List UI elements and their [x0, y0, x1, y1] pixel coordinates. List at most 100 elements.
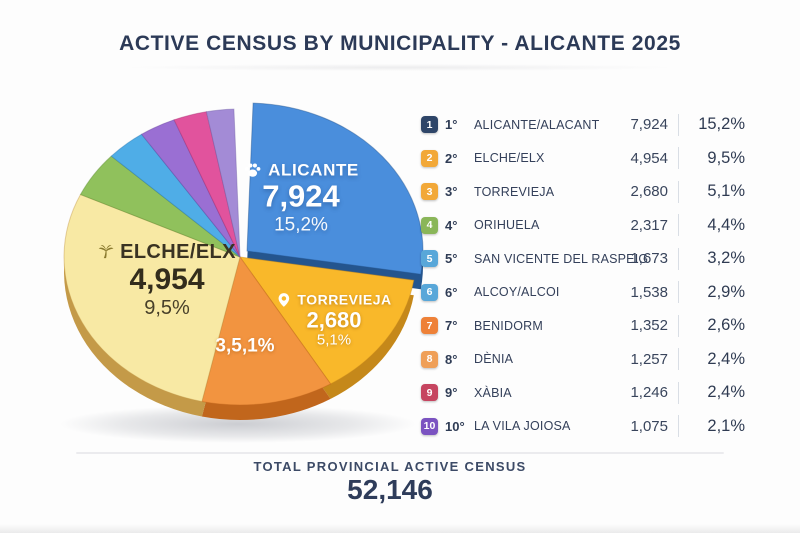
- location-pin-icon: [276, 293, 291, 308]
- pie-slice-alicante-blue: [246, 102, 424, 275]
- percent-value: 9,5%: [707, 148, 745, 167]
- title-underline-shade: [130, 64, 670, 71]
- percent-value: 2,6%: [707, 316, 745, 335]
- percent-value: 2,4%: [707, 349, 745, 368]
- municipality-name: SAN VICENTE DEL RASPEIG: [474, 251, 649, 266]
- percent-value: 2,4%: [707, 383, 745, 402]
- pie-slice-side-elche-pale-yellow: [64, 209, 240, 417]
- pie-slice-side-green-slice: [80, 171, 240, 272]
- municipality-name: DÈNIA: [474, 352, 514, 367]
- census-value: 1,673: [630, 250, 668, 268]
- municipality-name: XÀBIA: [474, 385, 512, 400]
- pie-slice-side-orange-slice: [201, 272, 331, 421]
- pie-slice-side-purple-slice: [141, 134, 240, 272]
- pie-slice-side-skyblue-slice: [111, 149, 240, 272]
- pie-slice-torrevieja-gold: [238, 256, 415, 385]
- percent-value: 15,2%: [698, 115, 745, 134]
- census-value: 2,680: [630, 183, 668, 201]
- column-divider: [678, 348, 679, 371]
- municipality-name: BENIDORM: [474, 318, 543, 333]
- pie-label-torrevieja-name: TORREVIEJA: [297, 291, 392, 308]
- pie-label-torrevieja: TORREVIEJA 2,680 5,1%: [276, 292, 391, 349]
- ranking-row: 8 8° DÈNIA 1,257 2,4%: [421, 343, 745, 377]
- rank-badge: 4: [421, 216, 438, 234]
- percent-value: 4,4%: [707, 215, 745, 234]
- pie-label-elche-percent: 9,5%: [144, 296, 190, 319]
- percent-value: 2,9%: [707, 282, 745, 301]
- pie-slice-skyblue-slice: [110, 133, 241, 258]
- rank-ordinal: 2°: [445, 150, 458, 166]
- ranking-row: 5 5° SAN VICENTE DEL RASPEIG 1,673 3,2%: [421, 242, 745, 276]
- percent-value: 5,1%: [707, 182, 745, 201]
- pie-label-torrevieja-percent: 5,1%: [316, 331, 352, 349]
- census-value: 1,538: [630, 283, 668, 301]
- rank-ordinal: 1°: [445, 117, 458, 133]
- total-label: TOTAL PROVINCIAL ACTIVE CENSUS: [253, 459, 527, 474]
- census-value: 4,954: [630, 149, 668, 167]
- census-value: 1,257: [630, 350, 668, 368]
- pie-slice-side-magenta-slice: [174, 126, 240, 272]
- rank-ordinal: 3°: [445, 184, 458, 200]
- ranking-row: 1 1° ALICANTE/ALACANT 7,924 15,2%: [421, 108, 745, 142]
- pie-slice-magenta-slice: [173, 111, 241, 258]
- pie-slice-purple-slice: [140, 119, 241, 258]
- percent-value: 3,2%: [707, 249, 745, 268]
- pie-slice-lavender-slice: [205, 108, 241, 258]
- municipality-name: ALICANTE/ALACANT: [474, 117, 600, 132]
- pie-label-elche-name: ELCHE/ELX: [120, 240, 236, 263]
- pie-slice-orange-slice: [201, 255, 332, 406]
- census-value: 7,924: [630, 116, 668, 134]
- rank-badge: 5: [421, 250, 438, 268]
- rank-ordinal: 5°: [445, 251, 458, 267]
- rank-badge: 2: [421, 149, 438, 167]
- column-divider: [678, 113, 679, 136]
- column-divider: [678, 147, 679, 170]
- percent-value: 2,1%: [707, 416, 745, 435]
- municipality-name: LA VILA JOIOSA: [474, 419, 571, 434]
- column-divider: [678, 415, 679, 438]
- rank-ordinal: 10°: [445, 418, 465, 434]
- page-title: ACTIVE CENSUS BY MUNICIPALITY - ALICANTE…: [119, 32, 681, 55]
- rank-ordinal: 7°: [445, 318, 458, 334]
- pie-slice-side-torrevieja-gold: [240, 272, 414, 399]
- pie-label-orange-percent: 3,5,1%: [215, 335, 275, 357]
- rank-ordinal: 8°: [445, 351, 458, 367]
- column-divider: [678, 214, 679, 237]
- pie-slices: [63, 102, 424, 421]
- ranking-row: 7 7° BENIDORM 1,352 2,6%: [421, 309, 745, 343]
- ranking-row: 9 9° XÀBIA 1,246 2,4%: [421, 376, 745, 410]
- ranking-row: 10 10° LA VILA JOIOSA 1,075 2,1%: [421, 410, 745, 444]
- total-value: 52,146: [347, 474, 433, 505]
- pie-label-elche: ELCHE/ELX 4,954 9,5%: [98, 241, 236, 319]
- ranking-row: 4 4° ORIHUELA 2,317 4,4%: [421, 209, 745, 243]
- pie-label-alicante: ALICANTE 7,924 15,2%: [243, 160, 359, 235]
- municipality-name: TORREVIEJA: [474, 184, 555, 199]
- rank-ordinal: 9°: [445, 385, 458, 401]
- rank-ordinal: 6°: [445, 284, 458, 300]
- census-value: 2,317: [630, 216, 668, 234]
- column-divider: [678, 314, 679, 337]
- paw-icon: [243, 161, 262, 180]
- rank-badge: 10: [421, 417, 438, 435]
- palm-tree-icon: [98, 244, 114, 260]
- bottom-edge-shade: [0, 524, 800, 533]
- pie-shadow: [60, 405, 416, 443]
- pie-label-elche-value: 4,954: [129, 263, 205, 297]
- footer-divider: [76, 452, 724, 454]
- census-value: 1,246: [630, 384, 668, 402]
- pie-label-torrevieja-value: 2,680: [306, 307, 362, 333]
- pie-slice-side-lavender-slice: [206, 124, 240, 272]
- pie-label-alicante-value: 7,924: [262, 178, 340, 214]
- rank-badge: 1: [421, 116, 438, 134]
- ranking-row: 6 6° ALCOY/ALCOI 1,538 2,9%: [421, 276, 745, 310]
- ranking-row: 3 3° TORREVIEJA 2,680 5,1%: [421, 175, 745, 209]
- municipality-name: ALCOY/ALCOI: [474, 285, 560, 300]
- rank-badge: 8: [421, 350, 438, 368]
- pie-slice-side-alicante-blue: [247, 118, 423, 290]
- municipality-name: ELCHE/ELX: [474, 151, 545, 166]
- census-value: 1,075: [630, 417, 668, 435]
- rank-ordinal: 4°: [445, 217, 458, 233]
- column-divider: [678, 247, 679, 270]
- column-divider: [678, 281, 679, 304]
